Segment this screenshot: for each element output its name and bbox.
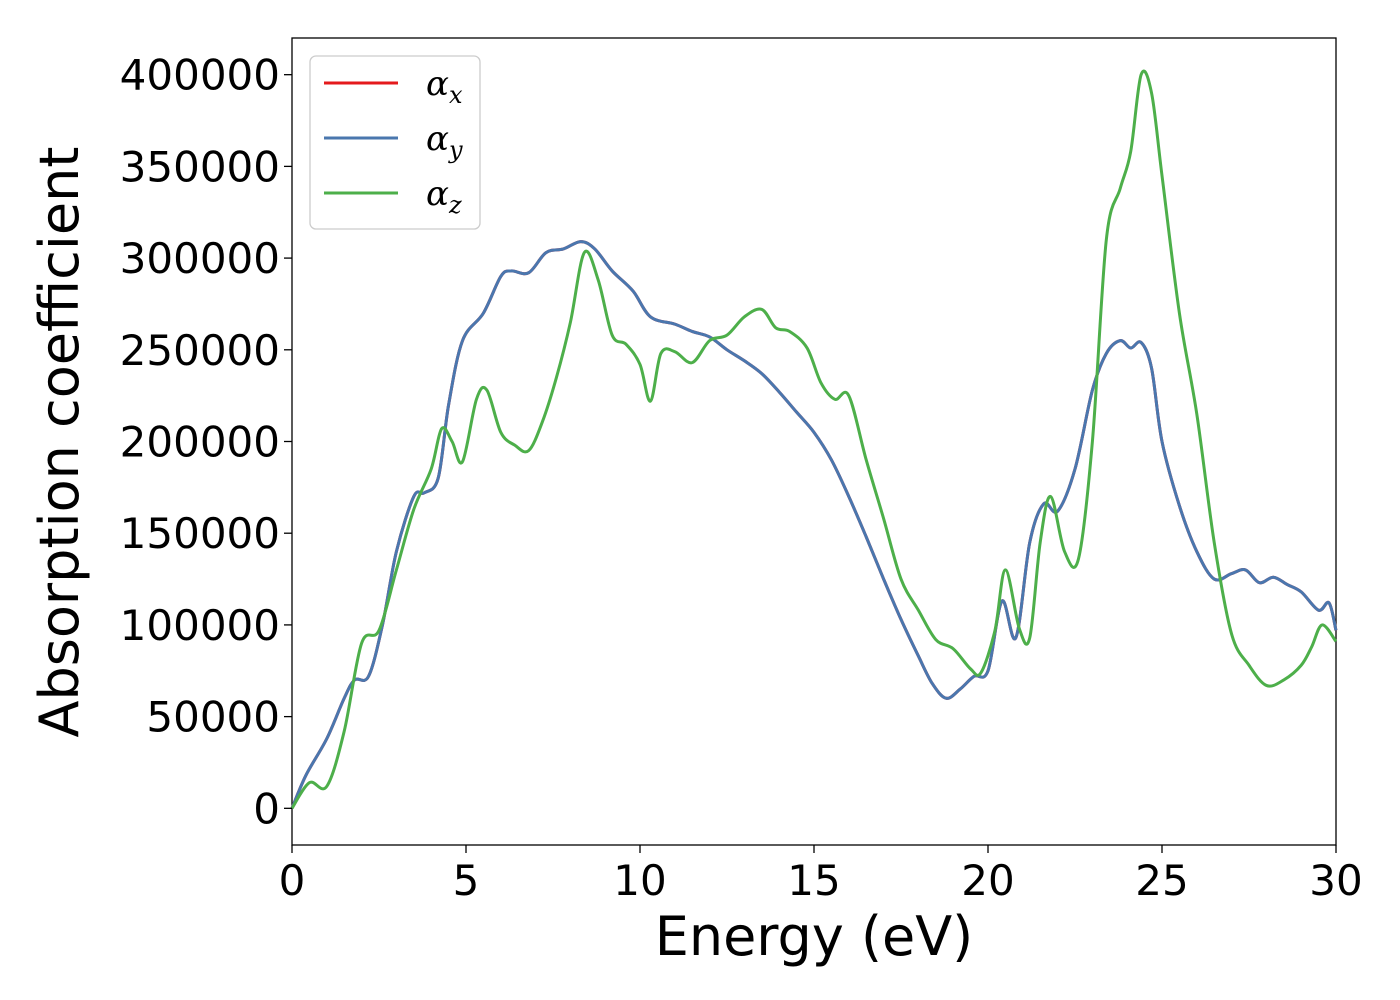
series-layer <box>290 69 1338 810</box>
series-line-alpha-z <box>290 69 1338 810</box>
x-ticks: 0 5 10 15 20 25 30 <box>279 845 1363 905</box>
legend-label-subscript: z <box>448 191 462 219</box>
series-line-alpha-y <box>290 240 1338 809</box>
y-axis-label: Absorption coefficient <box>28 147 91 738</box>
x-tick-label: 15 <box>787 856 840 905</box>
x-tick-label: 5 <box>453 856 480 905</box>
y-tick-label: 350000 <box>120 142 280 191</box>
legend-label-alpha-z: αz <box>426 174 462 219</box>
x-tick-label: 30 <box>1309 856 1362 905</box>
y-tick-label: 50000 <box>146 693 280 742</box>
y-tick-label: 0 <box>253 784 280 833</box>
x-tick-label: 10 <box>613 856 666 905</box>
y-tick-label: 300000 <box>120 234 280 283</box>
y-ticks: 0 50000 100000 150000 200000 250000 300000 3500… <box>120 51 292 833</box>
y-tick-label: 100000 <box>120 601 280 650</box>
y-tick-label: 200000 <box>120 418 280 467</box>
x-tick-label: 25 <box>1135 856 1188 905</box>
legend-label-alpha-y: αy <box>426 119 463 164</box>
legend-label-symbol: α <box>426 174 449 214</box>
legend-label-alpha-x: αx <box>426 64 463 109</box>
x-tick-label: 20 <box>961 856 1014 905</box>
legend-label-subscript: y <box>448 136 463 164</box>
legend-label-symbol: α <box>426 119 449 159</box>
y-tick-label: 400000 <box>120 51 280 100</box>
x-axis-label: Energy (eV) <box>655 905 974 968</box>
x-tick-label: 0 <box>279 856 306 905</box>
legend-frame <box>309 55 481 230</box>
y-tick-label: 250000 <box>120 326 280 375</box>
legend-label-symbol: α <box>426 64 449 104</box>
y-tick-label: 150000 <box>120 509 280 558</box>
legend-label-subscript: x <box>449 81 463 109</box>
